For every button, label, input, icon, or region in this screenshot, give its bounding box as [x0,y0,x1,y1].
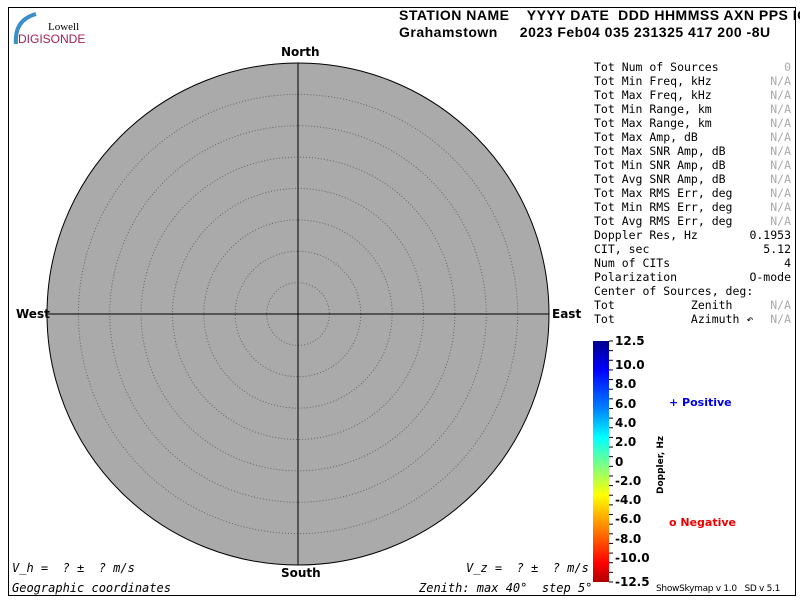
stat-label: Tot Min Freq, kHz [594,74,712,88]
stat-label: Tot Min RMS Err, deg [594,200,733,214]
logo: Lowell DIGISONDE [13,12,85,46]
colorbar [593,341,609,582]
stat-value: N/A [770,144,791,158]
stat-value: 0.1953 [749,228,791,242]
stat-row: Tot Num of Sources 0 [594,60,791,74]
colorbar-tick-label: 4.0 [615,415,637,430]
colorbar-tick-label: -10.0 [615,550,650,565]
stat-label: Tot Max Range, km [594,116,712,130]
stat-label: Tot Avg SNR Amp, dB [594,172,726,186]
header-values: Grahamstown 2023 Feb04 035 231325 417 20… [399,24,771,40]
stat-row: Tot Min RMS Err, deg N/A [594,200,791,214]
stat-value: N/A [770,186,791,200]
stat-label: Tot Max Amp, dB [594,130,698,144]
stat-row: Polarization O-mode [594,270,791,284]
stat-row: Tot Zenith N/A [594,298,791,312]
stat-label: Num of CITs [594,256,671,270]
stat-label: Tot Max SNR Amp, dB [594,144,726,158]
stat-label: Center of Sources, deg: [594,284,754,298]
stat-value: N/A [770,102,791,116]
stat-row: Tot Min Range, km N/A [594,102,791,116]
stat-row: CIT, sec 5.12 [594,242,791,256]
colorbar-tick-label: 0 [615,454,624,469]
stat-label: Tot Num of Sources [594,60,719,74]
stats-panel: Tot Num of Sources 0 Tot Min Freq, kHz N/A T… [594,60,791,326]
stat-label: Polarization [594,270,678,284]
colorbar-tick-label: -8.0 [615,531,642,546]
vh-readout: V_h = ? ± ? m/s [12,561,135,575]
colorbar-tick-label: 2.0 [615,435,637,450]
version-label: ShowSkymap v 1.0 SD v 5.1 [656,584,781,594]
stat-row: Tot Azimuth ↶ N/A [594,312,791,326]
stat-row: Center of Sources, deg: [594,284,791,298]
stat-value: 5.12 [763,242,791,256]
stat-value: N/A [770,116,791,130]
stat-value: N/A [770,88,791,102]
stat-value: O-mode [749,270,791,284]
legend-negative: o Negative [669,516,737,529]
stat-label: Tot Min Range, km [594,102,712,116]
stat-value: N/A [770,312,791,326]
stat-label: Tot Max RMS Err, deg [594,186,733,200]
svg-text:DIGISONDE: DIGISONDE [18,32,85,46]
colorbar-tick-label: 8.0 [615,377,637,392]
zenith-label: Zenith: max 40° step 5° [419,581,593,595]
stat-row: Tot Max RMS Err, deg N/A [594,186,791,200]
stat-row: Tot Max SNR Amp, dB N/A [594,144,791,158]
colorbar-tick-label: -2.0 [615,473,642,488]
stat-value: N/A [770,200,791,214]
colorbar-tick-label: 12.5 [615,334,645,348]
stat-row: Tot Max Amp, dB N/A [594,130,791,144]
stat-value: N/A [770,130,791,144]
stat-value: 0 [784,60,791,74]
legend-positive: + Positive [669,396,732,409]
stat-label: Tot Azimuth ↶ [594,312,754,326]
svg-text:Lowell: Lowell [48,21,79,33]
west-label: West [16,307,50,321]
stat-row: Tot Max Freq, kHz N/A [594,88,791,102]
colorbar-title: Doppler, Hz [656,435,666,494]
vz-readout: V_z = ? ± ? m/s [466,561,589,575]
stat-value: N/A [770,214,791,228]
stat-value: N/A [770,298,791,312]
north-label: North [281,45,320,59]
frame [8,7,796,596]
stat-row: Num of CITs 4 [594,256,791,270]
colorbar-tick-label: -6.0 [615,512,642,527]
stat-label: Tot Avg RMS Err, deg [594,214,733,228]
stat-row: Tot Avg RMS Err, deg N/A [594,214,791,228]
east-label: East [552,307,582,321]
colorbar-tick-label: 6.0 [615,396,637,411]
stat-value: N/A [770,172,791,186]
stat-row: Tot Max Range, km N/A [594,116,791,130]
stat-label: Doppler Res, Hz [594,228,698,242]
colorbar-tick-label: -4.0 [615,493,642,508]
stat-row: Doppler Res, Hz 0.1953 [594,228,791,242]
stat-label: Tot Max Freq, kHz [594,88,712,102]
stat-row: Tot Avg SNR Amp, dB N/A [594,172,791,186]
stat-row: Tot Min SNR Amp, dB N/A [594,158,791,172]
stat-value: 4 [784,256,791,270]
stat-label: CIT, sec [594,242,650,256]
south-label: South [281,566,321,580]
stat-row: Tot Min Freq, kHz N/A [594,74,791,88]
stat-label: Tot Min SNR Amp, dB [594,158,726,172]
stat-value: N/A [770,74,791,88]
coordinates-label: Geographic coordinates [12,581,171,595]
stat-label: Tot Zenith [594,298,733,312]
colorbar-tick-label: 10.0 [615,358,645,373]
stat-value: N/A [770,158,791,172]
colorbar-tick-label: -12.5 [615,575,650,589]
header-labels: STATION NAME YYYY DATE DDD HHMMSS AXN PP… [399,7,800,23]
